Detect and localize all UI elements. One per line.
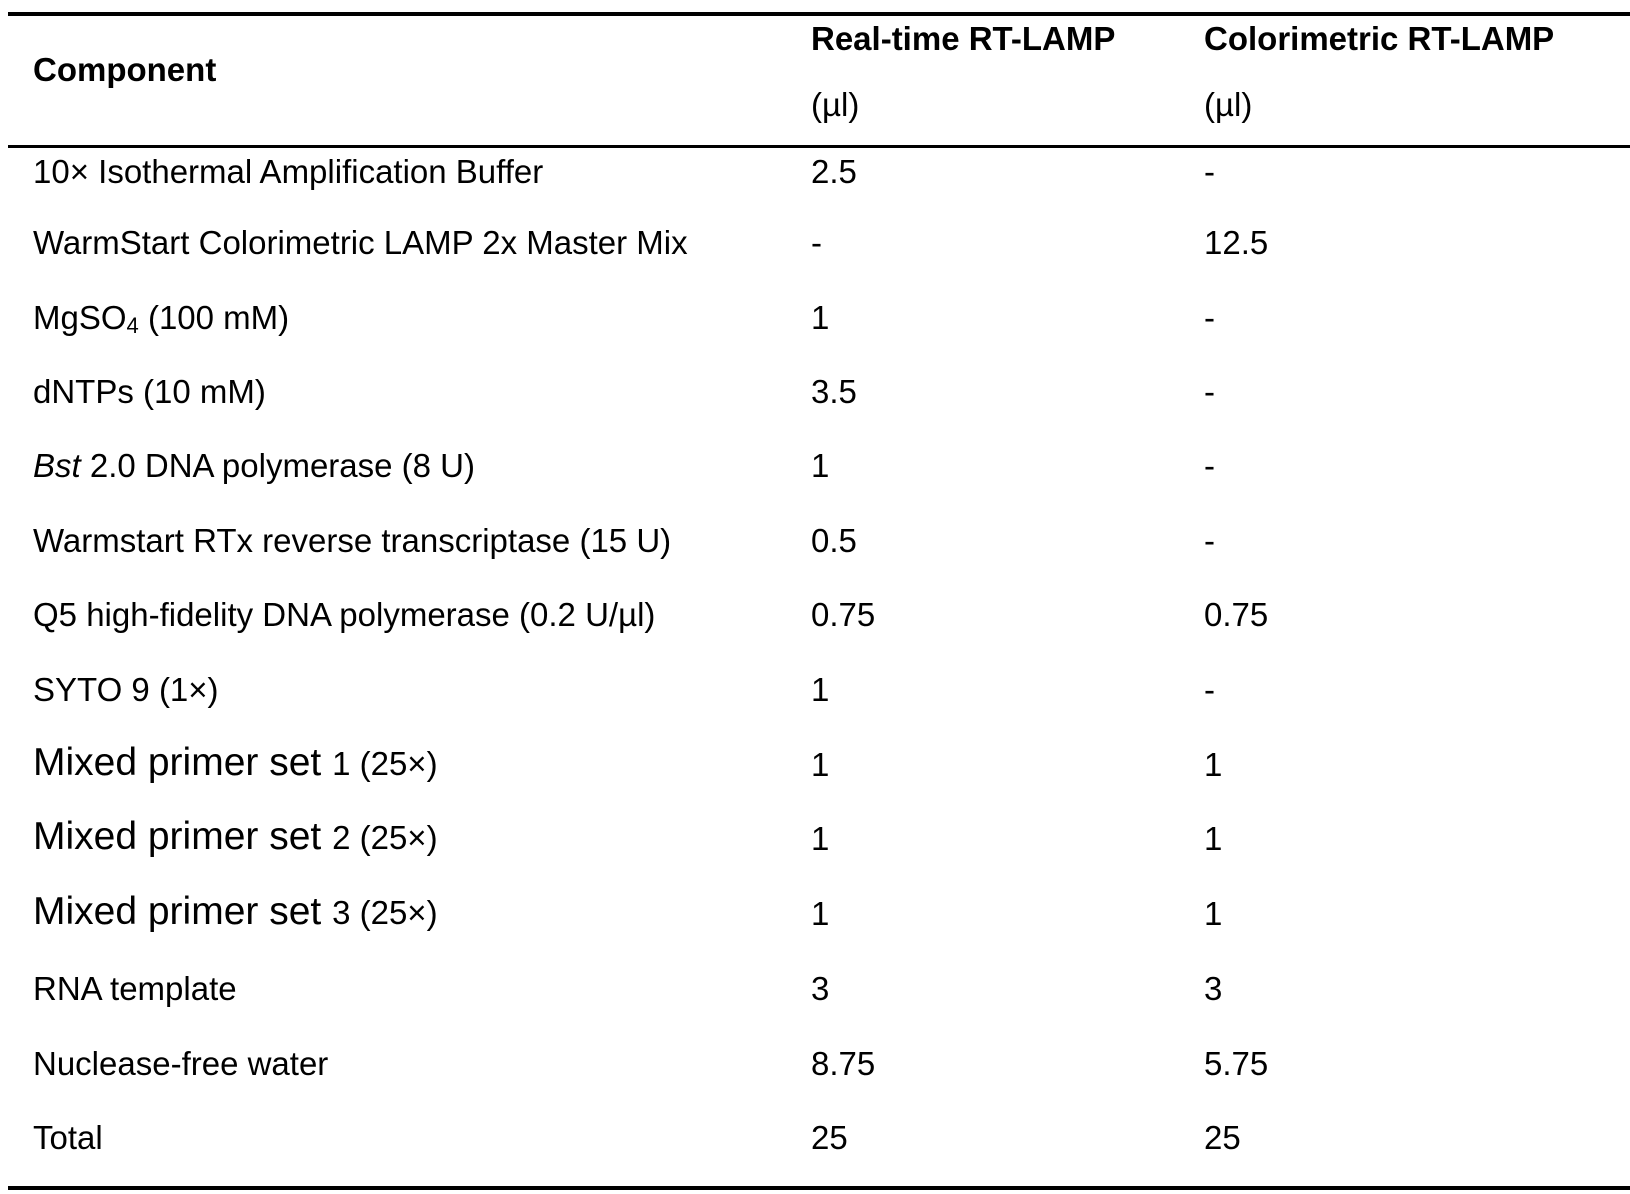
row-component-subscript: 4: [126, 313, 139, 338]
row-component: Bst 2.0 DNA polymerase (8 U): [33, 449, 475, 482]
row-component: Total: [33, 1119, 103, 1156]
header-colorimetric-unit: (µl): [1204, 86, 1253, 123]
row-component-suffix: (100 mM): [138, 299, 290, 336]
row-component: Q5 high-fidelity DNA polymerase (0.2 U/µ…: [33, 596, 656, 633]
row-realtime-value: 1: [811, 746, 830, 783]
row-realtime-value: 25: [811, 1119, 848, 1156]
row-realtime-value: 2.5: [811, 153, 857, 190]
row-realtime-value: 1: [811, 671, 830, 708]
row-colorimetric-value: 5.75: [1204, 1045, 1269, 1082]
row-component: MgSO4 (100 mM): [33, 301, 289, 337]
row-realtime-value: 1: [811, 447, 830, 484]
row-component-main: Mixed primer set: [33, 815, 333, 858]
row-component: Mixed primer set 2 (25×): [33, 817, 438, 856]
row-component-prefix: MgSO: [33, 299, 127, 336]
row-component-italic: Bst: [33, 447, 81, 484]
row-realtime-value: 3.5: [811, 373, 857, 410]
header-realtime-title: Real-time RT-LAMP: [811, 20, 1116, 57]
row-component: RNA template: [33, 970, 237, 1007]
row-component: Nuclease-free water: [33, 1045, 329, 1082]
row-realtime-value: 0.75: [811, 596, 876, 633]
row-realtime-value: 3: [811, 970, 830, 1007]
row-colorimetric-value: 0.75: [1204, 596, 1269, 633]
row-component: Mixed primer set 3 (25×): [33, 892, 438, 931]
row-realtime-value: -: [811, 224, 822, 261]
row-realtime-value: 0.5: [811, 522, 857, 559]
row-realtime-value: 1: [811, 895, 830, 932]
row-colorimetric-value: -: [1204, 447, 1215, 484]
row-colorimetric-value: -: [1204, 522, 1215, 559]
row-component: WarmStart Colorimetric LAMP 2x Master Mi…: [33, 224, 688, 261]
row-component-detail: 2 (25×): [332, 819, 438, 856]
row-component-main: Mixed primer set: [33, 890, 333, 933]
header-realtime-unit: (µl): [811, 86, 860, 123]
header-colorimetric-title: Colorimetric RT-LAMP: [1204, 20, 1555, 57]
table-bottom-rule: [8, 1186, 1630, 1190]
row-colorimetric-value: 25: [1204, 1119, 1241, 1156]
row-component-rest: 2.0 DNA polymerase (8 U): [80, 447, 475, 484]
row-colorimetric-value: 12.5: [1204, 224, 1269, 261]
header-component: Component: [33, 51, 217, 88]
table-top-rule: [8, 12, 1630, 16]
row-component-detail: 3 (25×): [332, 894, 438, 931]
row-realtime-value: 1: [811, 299, 830, 336]
row-component: Warmstart RTx reverse transcriptase (15 …: [33, 522, 672, 559]
row-colorimetric-value: -: [1204, 299, 1215, 336]
row-realtime-value: 8.75: [811, 1045, 876, 1082]
row-component-detail: 1 (25×): [332, 745, 438, 782]
row-colorimetric-value: -: [1204, 373, 1215, 410]
row-component: dNTPs (10 mM): [33, 373, 266, 410]
row-colorimetric-value: -: [1204, 671, 1215, 708]
row-colorimetric-value: 1: [1204, 820, 1223, 857]
row-colorimetric-value: 3: [1204, 970, 1223, 1007]
row-colorimetric-value: 1: [1204, 895, 1223, 932]
header-rule: [8, 145, 1630, 148]
row-component: 10× Isothermal Amplification Buffer: [33, 153, 544, 190]
row-realtime-value: 1: [811, 820, 830, 857]
row-colorimetric-value: 1: [1204, 746, 1223, 783]
row-component: Mixed primer set 1 (25×): [33, 743, 438, 782]
row-component: SYTO 9 (1×): [33, 671, 219, 708]
row-component-main: Mixed primer set: [33, 741, 333, 784]
row-colorimetric-value: -: [1204, 153, 1215, 190]
